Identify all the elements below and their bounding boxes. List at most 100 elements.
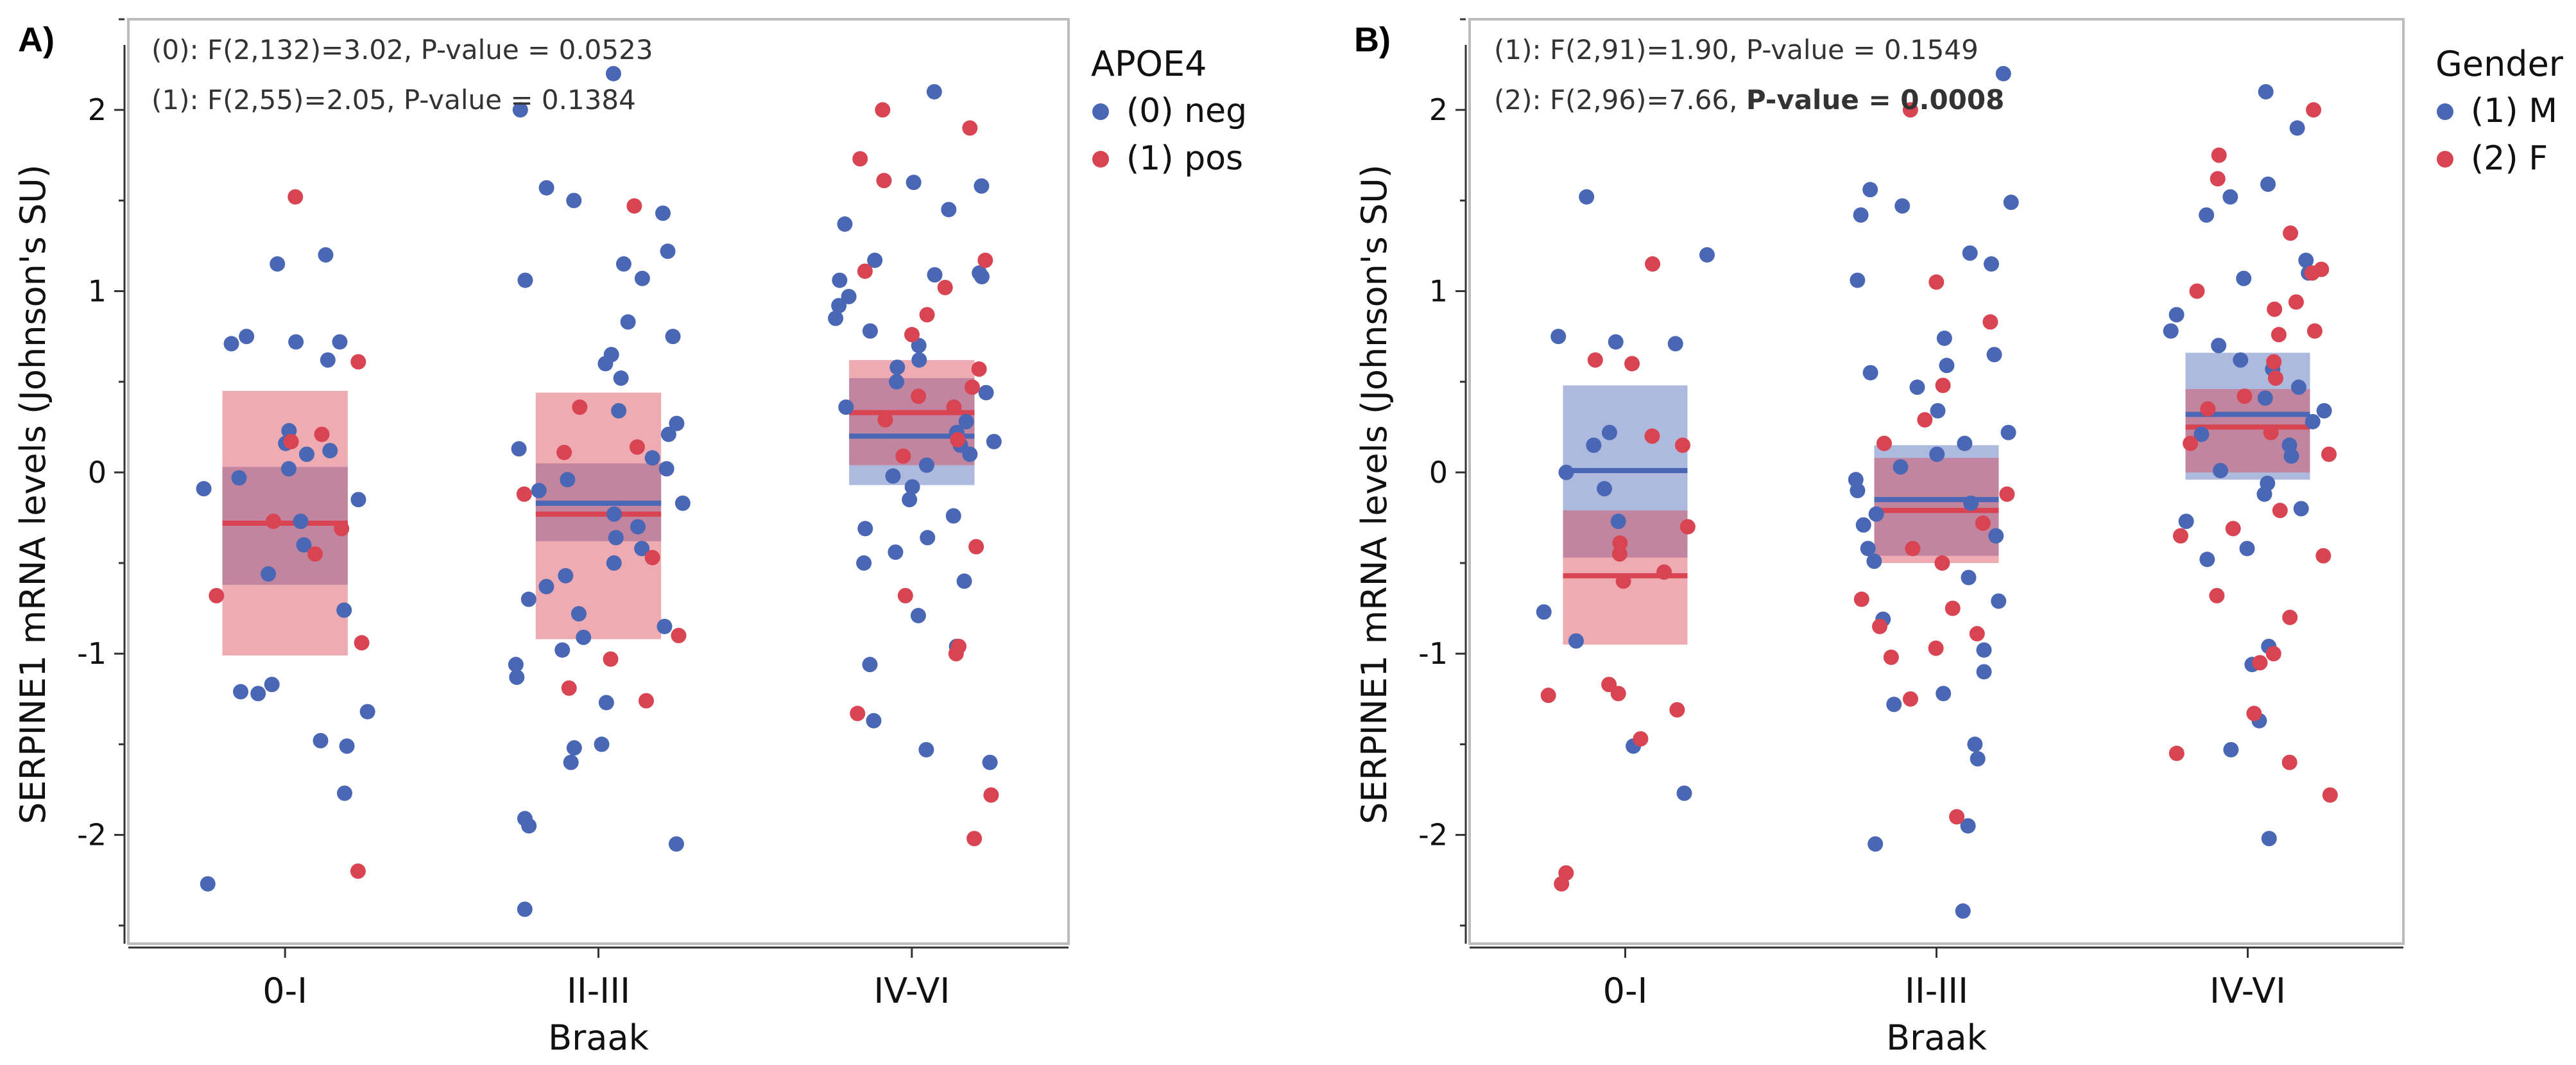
data-point <box>1988 528 2004 544</box>
data-point <box>1893 459 1909 475</box>
data-point <box>910 607 926 623</box>
data-point <box>1905 541 1921 557</box>
data-point <box>2237 388 2253 404</box>
data-point <box>1608 334 1624 350</box>
stat-annotation: (0): F(2,132)=3.02, P-value = 0.0523 <box>151 34 653 65</box>
data-point <box>2163 323 2179 339</box>
data-point <box>2246 706 2262 722</box>
data-point <box>2267 301 2283 317</box>
data-point <box>314 426 330 442</box>
data-point <box>888 544 904 560</box>
data-point <box>978 385 994 401</box>
stat-annotation-part: P-value = 0.0008 <box>1746 84 2005 116</box>
legend-marker <box>1092 151 1109 168</box>
data-point <box>508 657 524 673</box>
data-point <box>2322 787 2338 803</box>
legend-label: (1) M <box>2471 92 2557 130</box>
data-point <box>1667 336 1683 352</box>
data-point <box>1995 65 2011 82</box>
data-point <box>875 102 891 118</box>
data-point <box>911 388 927 404</box>
data-point <box>350 492 366 508</box>
data-point <box>1939 358 1955 374</box>
data-point <box>1999 486 2015 502</box>
data-point <box>964 379 980 395</box>
data-point <box>1986 347 2002 363</box>
x-tick-label: II-III <box>567 971 630 1011</box>
data-point <box>1976 642 1992 658</box>
data-point <box>239 329 255 345</box>
data-point <box>554 642 571 658</box>
data-point <box>911 352 927 368</box>
data-point <box>838 399 854 415</box>
data-point <box>209 587 225 603</box>
data-point <box>2213 463 2229 479</box>
data-point <box>2168 745 2185 761</box>
data-point <box>2288 294 2304 310</box>
data-point <box>897 587 913 603</box>
ci-band <box>222 467 348 585</box>
data-point <box>521 818 537 834</box>
data-point <box>2305 413 2321 429</box>
data-point <box>2258 83 2274 100</box>
data-point <box>2304 265 2320 281</box>
data-point <box>937 279 953 295</box>
panel-label: A) <box>18 21 55 59</box>
data-point <box>1853 207 1869 223</box>
y-axis-title: SERPINE1 mRNA levels (Johnson's SU) <box>13 164 53 824</box>
data-point <box>2306 102 2322 118</box>
data-point <box>606 555 622 571</box>
data-point <box>877 412 893 428</box>
data-point <box>927 267 943 283</box>
data-point <box>511 441 527 457</box>
data-point <box>638 693 654 709</box>
data-point <box>1587 352 1603 368</box>
data-point <box>831 298 847 314</box>
data-point <box>509 669 525 685</box>
data-point <box>1876 435 1893 451</box>
data-point <box>630 519 646 535</box>
data-point <box>918 457 934 473</box>
data-point <box>941 202 957 218</box>
data-point <box>2199 551 2215 567</box>
legend-marker <box>2437 151 2453 168</box>
data-point <box>538 180 554 196</box>
data-point <box>2210 171 2226 187</box>
data-point <box>2236 270 2252 286</box>
data-point <box>660 426 676 442</box>
stat-annotation-part: (2): F(2,96)=7.66, <box>1494 84 1746 116</box>
stat-annotation-part: (1): F(2,55)=2.05, P-value = 0.1384 <box>151 84 636 116</box>
data-point <box>615 256 631 272</box>
data-point <box>857 521 873 537</box>
data-point <box>962 120 978 136</box>
data-point <box>1969 626 1985 642</box>
data-point <box>322 443 338 458</box>
data-point <box>962 446 978 462</box>
data-point <box>977 252 993 268</box>
data-point <box>1679 519 1696 535</box>
data-point <box>841 289 857 304</box>
data-point <box>288 189 304 205</box>
data-point <box>2225 521 2241 537</box>
data-point <box>566 193 582 209</box>
data-point <box>512 102 528 118</box>
data-point <box>1611 546 1627 562</box>
data-point <box>2293 501 2309 517</box>
data-point <box>2194 426 2210 442</box>
legend-marker <box>2437 103 2453 120</box>
data-point <box>904 327 920 343</box>
data-point <box>2000 424 2016 440</box>
data-point <box>296 537 312 553</box>
data-point <box>889 359 906 376</box>
y-tick-label: 1 <box>1429 274 1448 309</box>
data-point <box>895 448 911 464</box>
data-point <box>1568 633 1584 649</box>
data-point <box>671 628 687 643</box>
data-point <box>889 374 905 390</box>
data-point <box>1536 604 1552 620</box>
panel-b: B) -2 -1 0 1 2 0-I II-III IV-VI Braak SERPINE1 mRN… <box>1354 18 2564 1058</box>
data-point <box>538 578 554 594</box>
data-point <box>603 651 619 667</box>
data-point <box>983 787 999 803</box>
